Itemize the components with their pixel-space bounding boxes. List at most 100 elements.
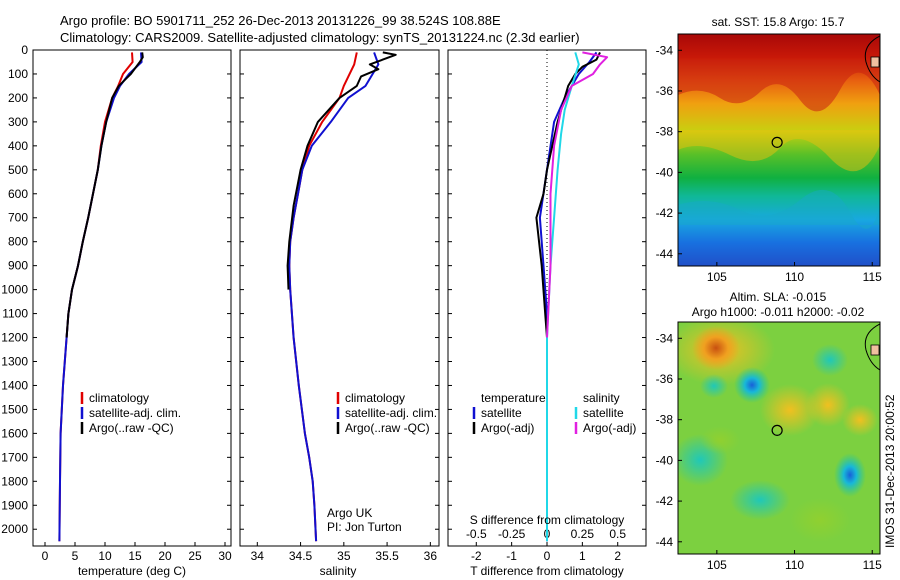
y-tick-label: 700 [8, 211, 28, 225]
y-tick-label: 1100 [2, 307, 28, 321]
y-tick-label: 1900 [1, 498, 28, 512]
y-tick-label: 1400 [1, 378, 28, 392]
map-y-tick-label: -34 [656, 43, 674, 57]
sla-blob [730, 480, 790, 520]
legend-salinity-title: salinity [583, 391, 620, 405]
map-x-tick-label: 110 [785, 270, 804, 284]
y-tick-label: 1700 [1, 450, 28, 464]
sla-blob [812, 344, 848, 376]
sla-map [678, 322, 880, 554]
x-tick-label: -2 [471, 549, 482, 563]
series-line-temperature-argo-adj- [535, 51, 601, 338]
x-tick-label: 35.5 [375, 549, 399, 563]
x-tick-label: -1 [506, 549, 517, 563]
legend-satellite-label: satellite-adj. clim. [345, 406, 437, 420]
sst-cool-wiggle [678, 189, 880, 229]
y-tick-label: 600 [8, 187, 28, 201]
series-line-argo-raw-qc- [65, 52, 144, 338]
sst-map [678, 34, 880, 266]
argo-location-marker [771, 136, 783, 148]
legend-s-satellite-label: satellite [583, 406, 624, 420]
salinity-panel-frame [239, 49, 440, 547]
sla-blob [806, 383, 850, 427]
argo-location-marker [771, 424, 783, 436]
map-y-tick-label: -34 [656, 331, 674, 345]
map-x-tick-label: 110 [785, 558, 804, 572]
y-tick-label: 900 [8, 259, 28, 273]
sla-blob [834, 453, 866, 497]
legend-argo-label: Argo(..raw -QC) [89, 421, 174, 435]
map-x-tick-label: 105 [707, 558, 727, 572]
map-x-tick-label: 115 [863, 558, 882, 572]
x-tick-label: 36 [424, 549, 438, 563]
x-tick-label: 0 [42, 549, 49, 563]
map-y-tick-label: -44 [656, 535, 674, 549]
argo-uk-annotation: Argo UK [327, 506, 372, 520]
sla-blob [692, 326, 740, 370]
x-tick-label: 25 [188, 549, 202, 563]
legend-s-argo-label: Argo(-adj) [583, 421, 636, 435]
difference-legend: temperature salinity satellite Argo(-adj… [472, 391, 636, 435]
y-tick-label: 300 [8, 115, 28, 129]
map-y-tick-label: -38 [656, 125, 674, 139]
sla-blob [790, 498, 850, 542]
y-tick-label: 1300 [1, 354, 28, 368]
sla-coastline [864, 323, 880, 371]
x-tick-label-top: 0.5 [609, 527, 626, 541]
temperature-panel-frame [32, 49, 232, 547]
map-y-tick-label: -42 [656, 206, 674, 220]
sst-coastline [864, 35, 880, 83]
y-tick-label: 1000 [1, 283, 28, 297]
series-line-satellite-adj-clim- [288, 52, 380, 542]
y-tick-label: 1500 [1, 402, 28, 416]
map-y-tick-label: -38 [656, 413, 674, 427]
x-tick-label: 10 [98, 549, 112, 563]
salinity-legend: climatology satellite-adj. clim. Argo(..… [336, 391, 437, 435]
x-tick-label-top: 0.25 [571, 527, 595, 541]
legend-satellite-label: satellite-adj. clim. [89, 406, 181, 420]
x-tick-label-top: -0.5 [466, 527, 487, 541]
sst-warm-wiggle [678, 130, 880, 172]
series-line-salinity-argo-adj- [546, 51, 609, 338]
series-line-argo-raw-qc- [286, 51, 397, 290]
series-line-salinity-satellite [546, 52, 580, 542]
sst-map-axes: 105 110 115 -34 -36 -38 -40 -42 -44 [656, 43, 882, 284]
y-tick-label: 400 [8, 139, 28, 153]
x-tick-label: 30 [218, 549, 232, 563]
sst-map-title: sat. SST: 15.8 Argo: 15.7 [712, 15, 845, 29]
y-tick-label: 200 [8, 91, 28, 105]
sla-blob [700, 374, 728, 398]
sla-map-frame [677, 321, 881, 555]
header-line2: Climatology: CARS2009. Satellite-adjuste… [60, 30, 580, 45]
sst-land-marker [870, 56, 880, 68]
y-tick-label: 2000 [1, 522, 28, 536]
header-line1: Argo profile: BO 5901711_252 26-Dec-2013… [60, 13, 501, 28]
map-y-tick-label: -36 [656, 372, 674, 386]
x-tick-label: 34.5 [289, 549, 313, 563]
legend-climatology-label: climatology [89, 391, 149, 405]
temperature-legend: climatology satellite-adj. clim. Argo(..… [80, 391, 181, 435]
legend-t-satellite-label: satellite [481, 406, 522, 420]
y-tick-label: 1600 [1, 426, 28, 440]
map-y-tick-label: -42 [656, 494, 674, 508]
legend-t-argo-label: Argo(-adj) [481, 421, 534, 435]
legend-climatology-label: climatology [345, 391, 405, 405]
x-tick-label: 35 [337, 549, 351, 563]
y-tick-label: 1800 [1, 474, 28, 488]
x-tick-label: 0 [544, 549, 551, 563]
sla-land-marker [870, 344, 880, 356]
map-y-tick-label: -40 [656, 453, 674, 467]
map-y-tick-label: -44 [656, 247, 674, 261]
sla-map-title-2: Argo h1000: -0.011 h2000: -0.02 [692, 305, 865, 319]
x-tick-label: 34 [251, 549, 265, 563]
side-label: IMOS 31-Dec-2013 20:00:52 [883, 394, 897, 548]
y-tick-label: 100 [8, 67, 28, 81]
y-tick-label: 800 [8, 235, 28, 249]
map-y-tick-label: -40 [656, 165, 674, 179]
sla-blob [760, 384, 820, 436]
salinity-plot: 34 34.5 35 35.5 36 [240, 49, 439, 563]
y-tick-label: 1200 [1, 331, 28, 345]
y-tick-label: 0 [21, 43, 28, 57]
legend-argo-label: Argo(..raw -QC) [345, 421, 430, 435]
